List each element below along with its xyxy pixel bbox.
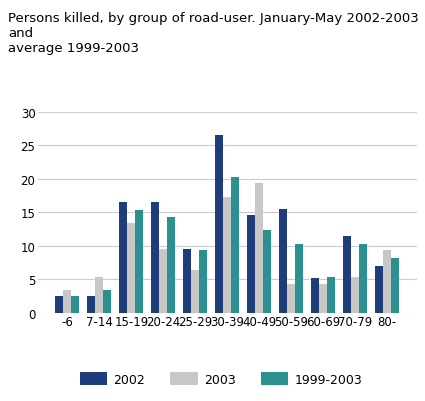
Bar (55, 296, 63, 313)
Bar (264, 231, 271, 313)
Bar (391, 258, 400, 313)
Bar (184, 249, 191, 313)
Bar (119, 203, 128, 313)
Bar (128, 224, 136, 313)
Bar (63, 291, 71, 313)
Bar (327, 277, 335, 313)
Bar (191, 271, 199, 313)
Bar (167, 217, 176, 313)
Bar (231, 177, 239, 313)
Bar (215, 136, 224, 313)
Bar (96, 277, 103, 313)
Bar (247, 216, 255, 313)
Bar (159, 249, 167, 313)
Bar (351, 277, 359, 313)
Bar (359, 244, 367, 313)
Bar (224, 197, 231, 313)
Bar (319, 284, 327, 313)
Bar (199, 251, 207, 313)
Text: Persons killed, by group of road-user. January-May 2002-2003 and
average 1999-20: Persons killed, by group of road-user. J… (8, 12, 419, 55)
Bar (375, 266, 383, 313)
Bar (103, 291, 111, 313)
Bar (88, 296, 96, 313)
Bar (136, 211, 143, 313)
Bar (383, 251, 391, 313)
Bar (312, 278, 319, 313)
Bar (279, 209, 287, 313)
Bar (151, 203, 159, 313)
Bar (295, 244, 303, 313)
Legend: 2002, 2003, 1999-2003: 2002, 2003, 1999-2003 (75, 367, 367, 391)
Bar (71, 296, 79, 313)
Bar (343, 236, 351, 313)
Bar (255, 184, 264, 313)
Bar (287, 284, 295, 313)
